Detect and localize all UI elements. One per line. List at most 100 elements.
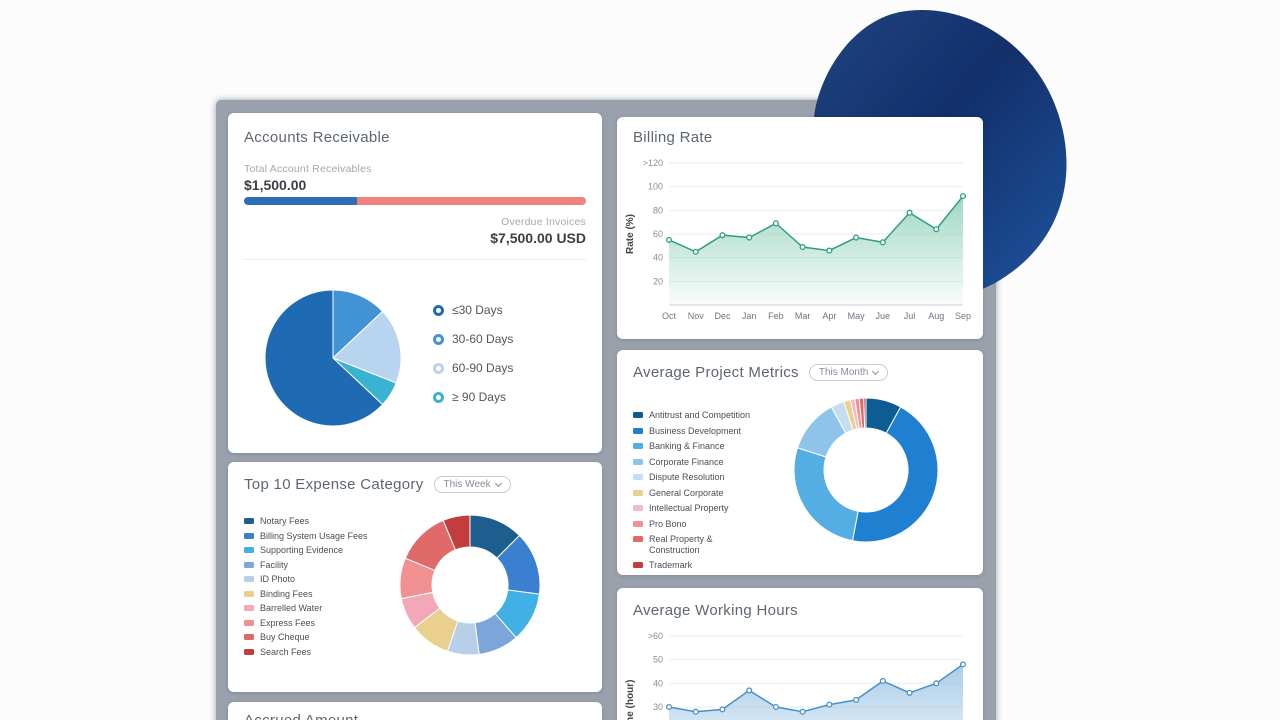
legend-item[interactable]: Facility [244, 560, 368, 571]
data-point[interactable] [746, 234, 753, 241]
legend-label: Dispute Resolution [649, 472, 725, 482]
data-point[interactable] [853, 234, 860, 241]
data-point[interactable] [719, 232, 726, 239]
x-tick-label: Mar [795, 311, 811, 321]
metrics-period-dropdown[interactable]: This Month [808, 364, 889, 381]
receivables-progress-fill [244, 197, 357, 205]
data-point[interactable] [799, 243, 806, 251]
pie-slice[interactable] [332, 310, 402, 384]
legend-item[interactable]: Notary Fees [244, 516, 368, 527]
legend-square-marker [633, 427, 643, 434]
card-header: Top 10 Expense Category This Week [244, 476, 511, 493]
data-point[interactable] [772, 220, 779, 227]
legend-label: Search Fees [260, 646, 312, 657]
data-point[interactable] [799, 708, 806, 715]
expense-period-dropdown[interactable]: This Week [433, 476, 511, 493]
overdue-invoices-value: $7,500.00 USD [490, 230, 586, 246]
legend-label: Facility [260, 559, 289, 570]
legend-item[interactable]: Trademark [633, 560, 761, 571]
card-title: Accounts Receivable [244, 129, 390, 146]
data-point[interactable] [853, 696, 860, 703]
card-title: Accrued Amount [244, 712, 358, 720]
legend-item[interactable]: Express Fees [244, 618, 368, 629]
data-point[interactable] [879, 239, 886, 246]
data-point[interactable] [906, 689, 913, 696]
card-working-hours: Average Working Hours 1020304050>60OctNo… [617, 588, 983, 720]
divider [244, 259, 586, 260]
legend-item[interactable]: Buy Cheque [244, 632, 368, 643]
pie-slice[interactable] [851, 406, 939, 543]
legend-label: 30-60 Days [452, 332, 514, 346]
expense-legend: Notary Fees Billing System Usage Fees Supp… [244, 516, 368, 657]
card-header: Average Project Metrics This Month [633, 364, 889, 381]
data-point[interactable] [959, 661, 967, 668]
data-point[interactable] [746, 687, 753, 694]
legend-item[interactable]: 30-60 Days [433, 332, 513, 346]
legend-item[interactable]: Intellectual Property [633, 503, 761, 514]
legend-label: Supporting Evidence [260, 545, 344, 555]
legend-item[interactable]: ID Photo [244, 574, 368, 585]
data-point[interactable] [692, 248, 699, 255]
y-tick-label: 20 [653, 276, 663, 286]
data-point[interactable] [959, 193, 967, 200]
data-point[interactable] [826, 247, 833, 254]
legend-item[interactable]: Barrelled Water [244, 603, 368, 614]
legend-label: Notary Fees [260, 516, 310, 526]
legend-label: ≥ 90 Days [452, 390, 506, 404]
legend-item[interactable]: General Corporate [633, 488, 761, 499]
legend-square-marker [244, 634, 254, 640]
legend-square-marker [244, 590, 254, 597]
legend-square-marker [633, 443, 643, 449]
data-point[interactable] [772, 703, 779, 711]
data-point[interactable] [826, 701, 833, 708]
y-tick-label: 80 [653, 205, 663, 215]
y-axis-title: Time (hour) [625, 680, 636, 720]
y-tick-label: 40 [653, 253, 663, 263]
data-point[interactable] [879, 677, 886, 685]
legend-label: Trademark [649, 560, 693, 570]
legend-item[interactable]: Banking & Finance [633, 441, 761, 452]
legend-item[interactable]: Dispute Resolution [633, 472, 761, 483]
legend-item[interactable]: Search Fees [244, 647, 368, 658]
data-point[interactable] [933, 226, 940, 233]
card-accounts-receivable: Accounts Receivable Total Account Receiv… [228, 113, 602, 453]
pie-slice[interactable] [863, 397, 867, 429]
legend-label: Antitrust and Competition [649, 410, 751, 420]
legend-item[interactable]: Business Development [633, 426, 761, 437]
pie-slice[interactable] [793, 447, 859, 542]
legend-item[interactable]: ≥ 90 Days [433, 390, 513, 404]
legend-label: General Corporate [649, 487, 724, 498]
x-tick-label: Jan [742, 311, 757, 321]
x-tick-label: May [848, 311, 866, 321]
x-tick-label: Nov [688, 311, 705, 321]
y-tick-label: >60 [648, 631, 663, 641]
legend-label: ≤30 Days [452, 303, 503, 317]
data-point[interactable] [906, 209, 913, 216]
area-fill [669, 196, 963, 305]
y-tick-label: 30 [653, 702, 663, 712]
pie-slice[interactable] [442, 514, 471, 551]
legend-item[interactable]: Antitrust and Competition [633, 410, 761, 421]
pie-slice[interactable] [332, 289, 384, 360]
legend-item[interactable]: Billing System Usage Fees [244, 531, 368, 542]
legend-item[interactable]: ≤30 Days [433, 303, 513, 317]
data-point[interactable] [692, 708, 699, 715]
x-tick-label: Sep [955, 311, 971, 321]
data-point[interactable] [665, 703, 673, 711]
legend-item[interactable]: 60-90 Days [433, 361, 513, 375]
pie-slice[interactable] [264, 289, 384, 427]
y-tick-label: 50 [653, 655, 663, 665]
legend-item[interactable]: Real Property & Construction [633, 534, 761, 555]
legend-item[interactable]: Binding Fees [244, 589, 368, 600]
legend-label: Binding Fees [260, 588, 313, 599]
data-point[interactable] [933, 680, 940, 687]
metrics-donut-chart [793, 397, 939, 543]
working-hours-area-chart: 1020304050>60OctNovDecJanFebMarAprMayJue… [625, 631, 967, 720]
legend-label: ID Photo [260, 574, 296, 584]
legend-item[interactable]: Pro Bono [633, 519, 761, 530]
data-point[interactable] [665, 236, 673, 243]
legend-item[interactable]: Corporate Finance [633, 457, 761, 468]
data-point[interactable] [719, 706, 726, 713]
legend-item[interactable]: Supporting Evidence [244, 545, 368, 556]
x-tick-label: Aug [928, 311, 944, 321]
